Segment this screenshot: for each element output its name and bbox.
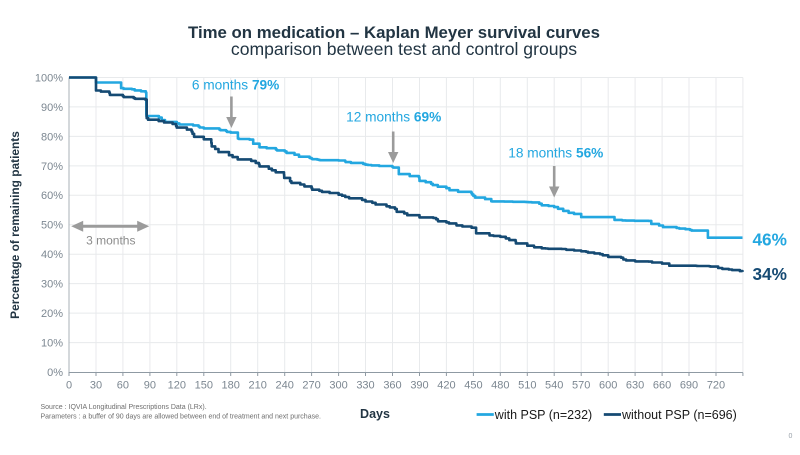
svg-text:12 months 69%: 12 months 69%: [346, 110, 441, 125]
svg-text:60%: 60%: [41, 190, 63, 202]
svg-text:330: 330: [356, 380, 374, 392]
svg-text:540: 540: [545, 380, 563, 392]
svg-text:660: 660: [653, 380, 671, 392]
svg-text:0: 0: [789, 433, 793, 440]
svg-text:720: 720: [707, 380, 725, 392]
svg-text:450: 450: [464, 380, 482, 392]
svg-text:6 months 79%: 6 months 79%: [192, 78, 280, 93]
svg-text:10%: 10%: [41, 337, 63, 349]
svg-text:3 months: 3 months: [86, 234, 135, 248]
svg-text:300: 300: [329, 380, 347, 392]
svg-text:150: 150: [195, 380, 213, 392]
svg-text:Parameters : a buffer of 90 da: Parameters : a buffer of 90 days are all…: [41, 414, 321, 421]
svg-text:270: 270: [302, 380, 320, 392]
svg-text:90: 90: [144, 380, 156, 392]
svg-text:18 months 56%: 18 months 56%: [508, 146, 603, 161]
svg-text:60: 60: [117, 380, 129, 392]
svg-text:600: 600: [599, 380, 617, 392]
svg-text:20%: 20%: [41, 308, 63, 320]
svg-text:480: 480: [491, 380, 509, 392]
svg-text:630: 630: [626, 380, 644, 392]
svg-text:Days: Days: [360, 407, 390, 421]
svg-text:420: 420: [437, 380, 455, 392]
svg-text:240: 240: [276, 380, 294, 392]
svg-text:100%: 100%: [35, 72, 63, 84]
svg-text:390: 390: [410, 380, 428, 392]
svg-text:180: 180: [222, 380, 240, 392]
svg-text:690: 690: [680, 380, 698, 392]
svg-text:Time on medication – Kaplan Me: Time on medication – Kaplan Meyer surviv…: [188, 23, 600, 42]
svg-text:46%: 46%: [753, 230, 787, 250]
svg-text:0: 0: [66, 380, 72, 392]
svg-text:80%: 80%: [41, 131, 63, 143]
svg-text:40%: 40%: [41, 249, 63, 261]
svg-text:without PSP (n=696): without PSP (n=696): [621, 408, 737, 422]
svg-text:Percentage of remaining patien: Percentage of remaining patients: [8, 131, 22, 319]
svg-text:0%: 0%: [47, 367, 63, 379]
svg-text:30: 30: [90, 380, 102, 392]
svg-text:360: 360: [383, 380, 401, 392]
svg-text:570: 570: [572, 380, 590, 392]
svg-text:70%: 70%: [41, 161, 63, 173]
svg-text:210: 210: [249, 380, 267, 392]
svg-text:comparison between test and co: comparison between test and control grou…: [231, 39, 577, 59]
svg-text:120: 120: [168, 380, 186, 392]
svg-text:with PSP (n=232): with PSP (n=232): [494, 408, 592, 422]
svg-text:Source : IQVIA Longitudinal Pr: Source : IQVIA Longitudinal Prescription…: [41, 404, 207, 411]
svg-text:34%: 34%: [753, 264, 787, 284]
svg-text:30%: 30%: [41, 279, 63, 291]
svg-text:50%: 50%: [41, 220, 63, 232]
svg-text:90%: 90%: [41, 102, 63, 114]
svg-text:510: 510: [518, 380, 536, 392]
